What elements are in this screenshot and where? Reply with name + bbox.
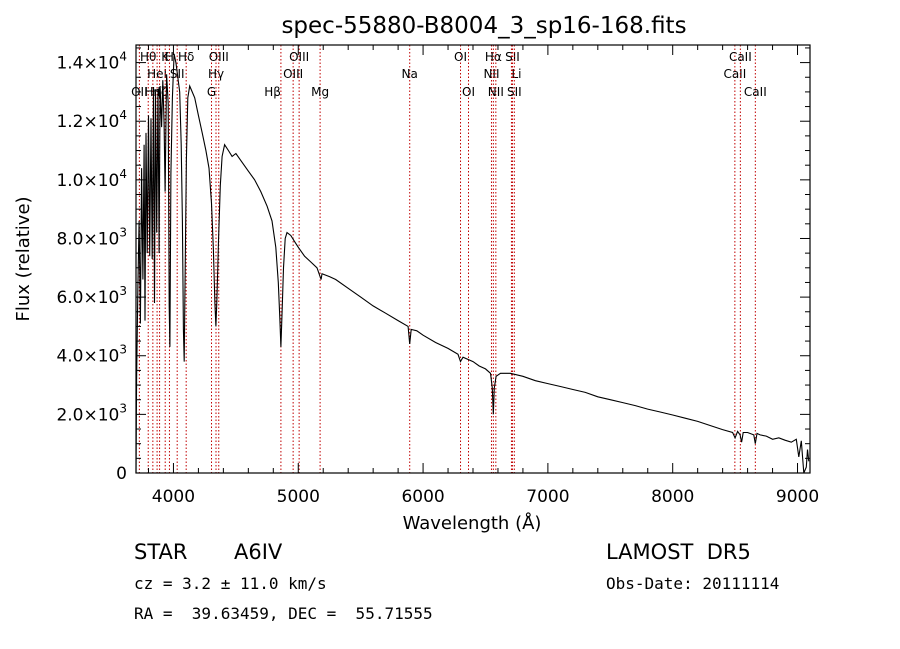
line-marker-label: OIII — [289, 50, 309, 64]
x-tick-label: 5000 — [277, 487, 320, 507]
x-tick-label: 9000 — [776, 487, 819, 507]
redshift-text: cz = 3.2 ± 11.0 km/s — [134, 574, 327, 593]
x-tick-label: 6000 — [401, 487, 444, 507]
line-marker-label: Hγ — [208, 67, 224, 81]
y-tick-label: 8.0×103 — [56, 225, 127, 249]
line-marker-label: OI — [454, 50, 467, 64]
line-marker-label: OIII — [283, 67, 303, 81]
line-marker-label: H — [165, 50, 174, 64]
obs-date: Obs-Date: 20111114 — [606, 574, 780, 593]
line-marker-label: Hα — [485, 50, 502, 64]
x-axis-ticks: 4000 5000 6000 7000 8000 9000 — [147, 45, 819, 507]
line-marker-label: K — [161, 50, 170, 64]
line-marker-label: Li — [511, 67, 521, 81]
line-marker-label: Na — [402, 67, 418, 81]
line-marker-label: Hβ — [264, 85, 281, 99]
survey-name: LAMOST DR5 — [606, 540, 751, 564]
line-marker-label: OI — [462, 85, 475, 99]
line-marker-label: CaII — [729, 50, 752, 64]
object-subclass: A6IV — [234, 540, 283, 564]
y-tick-label: 6.0×103 — [56, 284, 127, 308]
line-marker-label: Hδ — [178, 50, 194, 64]
line-marker-label: SII — [507, 85, 522, 99]
line-marker-label: Mg — [311, 85, 329, 99]
line-marker-label: OIII — [209, 50, 229, 64]
line-marker-label: CaII — [723, 67, 746, 81]
x-tick-label: 7000 — [526, 487, 569, 507]
spectral-line-markers: OIIHθHηHeIHζKHSIIHδGHγOIIIHβOIIIOIIIMgNa… — [131, 45, 767, 473]
y-tick-label: 1.4×104 — [56, 50, 127, 74]
y-tick-label: 2.0×103 — [56, 401, 127, 425]
x-tick-label: 8000 — [651, 487, 694, 507]
y-tick-label: 1.2×104 — [56, 108, 127, 132]
spectrum-line — [135, 53, 810, 474]
line-marker-label: Hθ — [140, 50, 156, 64]
chart-title: spec-55880-B8004_3_sp16-168.fits — [281, 13, 686, 39]
line-marker-label: NII — [483, 67, 499, 81]
x-axis-label: Wavelength (Å) — [403, 512, 542, 534]
line-marker-label: NII — [488, 85, 504, 99]
plot-frame — [135, 44, 811, 474]
object-class: STAR — [134, 540, 188, 564]
line-marker-label: SII — [505, 50, 520, 64]
line-marker-label: HeI — [147, 67, 167, 81]
y-tick-label: 4.0×103 — [56, 343, 127, 367]
x-tick-label: 4000 — [152, 487, 195, 507]
line-marker-label: G — [207, 85, 216, 99]
y-tick-label: 0 — [116, 464, 127, 484]
coordinates: RA = 39.63459, DEC = 55.71555 — [134, 604, 433, 623]
y-axis-ticks: 0 2.0×103 4.0×103 6.0×103 8.0×103 1.0×104 1.2×… — [56, 47, 810, 484]
y-tick-label: 1.0×104 — [56, 167, 127, 191]
line-marker-label: CaII — [744, 85, 767, 99]
y-axis-label: Flux (relative) — [13, 196, 34, 321]
